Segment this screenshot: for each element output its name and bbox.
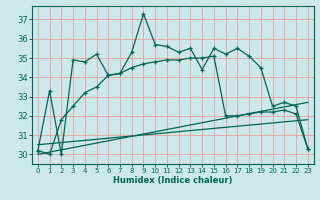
X-axis label: Humidex (Indice chaleur): Humidex (Indice chaleur): [113, 176, 233, 185]
